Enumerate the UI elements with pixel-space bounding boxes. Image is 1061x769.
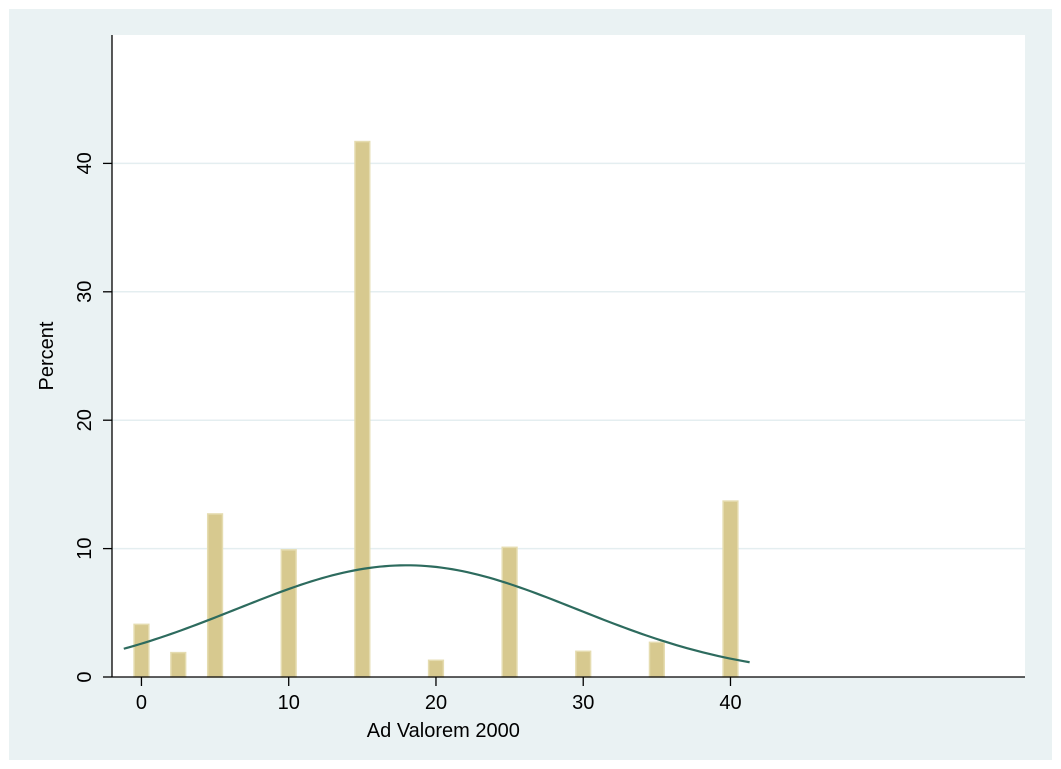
density-curve [123, 564, 750, 664]
y-tick-label: 40 [74, 152, 96, 174]
grid-lines [112, 162, 1025, 550]
histogram-bar [501, 546, 518, 678]
histogram-chart: 0 10 20 30 40 0 10 20 30 40 Ad Valorem 2000 Perc… [36, 35, 1025, 742]
x-tick-label: 10 [278, 692, 300, 714]
histogram-bar [133, 623, 150, 678]
bars [133, 140, 739, 678]
y-tick-label: 30 [74, 281, 96, 303]
y-axis-title: Percent [36, 321, 58, 390]
histogram-bar [206, 513, 224, 678]
x-tick-label: 40 [719, 692, 741, 714]
y-tick-label: 10 [74, 537, 96, 559]
histogram-bar [575, 650, 592, 678]
histogram-bar [280, 549, 297, 678]
y-axis-ticks: 0 10 20 30 40 [74, 152, 112, 683]
histogram-bar [648, 641, 665, 678]
histogram-bar [354, 140, 371, 678]
y-tick-label: 0 [74, 671, 96, 682]
y-tick-label: 20 [74, 409, 96, 431]
plot-background [112, 35, 1025, 677]
x-axis-ticks: 0 10 20 30 40 [136, 677, 742, 714]
x-axis-title: Ad Valorem 2000 [367, 720, 520, 742]
histogram-bar [722, 500, 739, 678]
chart-figure: 0 10 20 30 40 0 10 20 30 40 Ad Valorem 2000 Perc… [9, 9, 1052, 760]
x-tick-label: 0 [136, 692, 147, 714]
histogram-bar [427, 659, 445, 678]
x-tick-label: 30 [572, 692, 594, 714]
x-tick-label: 20 [425, 692, 447, 714]
histogram-bar [170, 651, 187, 678]
